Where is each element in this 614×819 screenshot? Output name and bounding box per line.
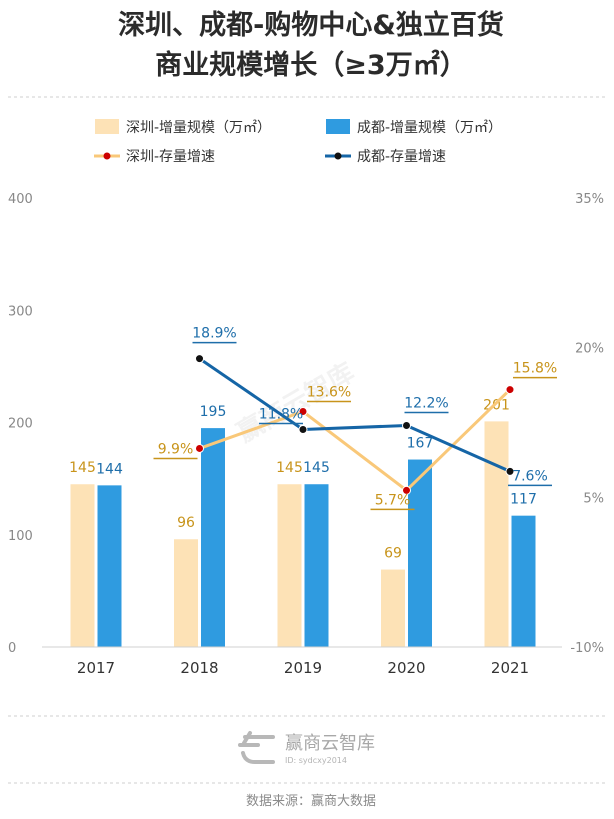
brand-logo-icon xyxy=(238,731,275,764)
bar-chengdu xyxy=(408,459,432,647)
chart-title-line1: 深圳、成都-购物中心&独立百货 xyxy=(118,9,504,41)
bar-chengdu xyxy=(97,485,122,647)
legend-label-cd-bar: 成都-增量规模（万㎡） xyxy=(357,120,502,136)
point-label-chengdu: 7.6% xyxy=(512,468,548,484)
point-chengdu xyxy=(195,354,204,364)
point-shenzhen xyxy=(505,385,515,395)
point-label-chengdu: 11.8% xyxy=(259,406,303,422)
bar-shenzhen xyxy=(70,484,95,647)
legend-label-sz-bar: 深圳-增量规模（万㎡） xyxy=(126,120,271,136)
bar-label-shenzhen: 69 xyxy=(384,546,402,562)
bar-chengdu xyxy=(304,484,329,647)
left-tick-label: 0 xyxy=(8,641,16,656)
right-tick-label: 20% xyxy=(575,342,604,357)
right-tick-label: 35% xyxy=(575,192,604,207)
chart-title-line2: 商业规模增长（≥3万㎡） xyxy=(155,49,466,81)
legend-marker-sz-line xyxy=(103,152,111,160)
left-tick-label: 100 xyxy=(8,529,33,544)
point-label-shenzhen: 9.9% xyxy=(158,441,194,457)
left-tick-label: 300 xyxy=(8,304,33,319)
legend-marker-cd-line xyxy=(334,152,342,160)
brand-id: ID: sydcxy2014 xyxy=(285,756,347,765)
right-tick-label: -10% xyxy=(570,641,604,656)
point-chengdu xyxy=(505,466,515,476)
line-shenzhen xyxy=(198,388,512,492)
left-tick-label: 400 xyxy=(8,192,33,207)
bar-shenzhen xyxy=(484,421,509,647)
bar-shenzhen xyxy=(381,569,405,647)
plot-area: 0 100 200 300 400 -10% 5% 20% 35% 2017 2018 2019 202… xyxy=(8,192,604,677)
legend-swatch-sz-bar xyxy=(95,119,119,134)
bar-label-chengdu: 167 xyxy=(407,436,434,452)
bar-chengdu xyxy=(511,515,536,647)
line-chengdu xyxy=(198,357,511,473)
legend-label-sz-line: 深圳-存量增速 xyxy=(126,149,215,165)
point-shenzhen xyxy=(402,485,411,495)
bar-label-chengdu: 145 xyxy=(303,460,330,476)
x-tick-label: 2019 xyxy=(284,659,322,677)
point-shenzhen xyxy=(195,443,204,453)
point-label-chengdu: 12.2% xyxy=(404,395,448,411)
x-tick-label: 2021 xyxy=(491,659,529,677)
brand-logo: 赢商云智库 ID: sydcxy2014 xyxy=(238,731,375,765)
legend: 深圳-增量规模（万㎡） 成都-增量规模（万㎡） 深圳-存量增速 成都-存量增速 xyxy=(94,119,502,165)
bar-label-shenzhen: 96 xyxy=(177,515,195,531)
bar-chengdu xyxy=(201,428,225,647)
left-tick-label: 200 xyxy=(8,417,33,432)
x-tick-label: 2020 xyxy=(387,659,425,677)
point-chengdu xyxy=(298,424,308,434)
point-label-shenzhen: 5.7% xyxy=(375,492,411,508)
bar-label-chengdu: 144 xyxy=(96,461,123,477)
point-label-shenzhen: 15.8% xyxy=(513,361,557,377)
bar-label-shenzhen: 145 xyxy=(69,460,96,476)
bar-label-shenzhen: 145 xyxy=(276,460,303,476)
bar-shenzhen xyxy=(277,484,302,647)
bar-label-chengdu: 195 xyxy=(200,404,227,420)
x-tick-label: 2018 xyxy=(180,659,218,677)
right-tick-label: 5% xyxy=(583,491,604,506)
point-shenzhen xyxy=(298,407,308,417)
brand-name: 赢商云智库 xyxy=(285,732,375,754)
point-label-chengdu: 18.9% xyxy=(192,326,236,342)
legend-label-cd-line: 成都-存量增速 xyxy=(357,149,446,165)
point-chengdu xyxy=(402,420,411,430)
watermark: 赢商云智库 xyxy=(232,357,360,449)
bar-shenzhen xyxy=(174,539,198,647)
point-label-shenzhen: 13.6% xyxy=(307,385,351,401)
bar-label-chengdu: 117 xyxy=(510,492,537,508)
legend-swatch-cd-bar xyxy=(326,119,350,134)
x-tick-label: 2017 xyxy=(77,659,115,677)
source-text: 数据来源：赢商大数据 xyxy=(246,793,376,809)
